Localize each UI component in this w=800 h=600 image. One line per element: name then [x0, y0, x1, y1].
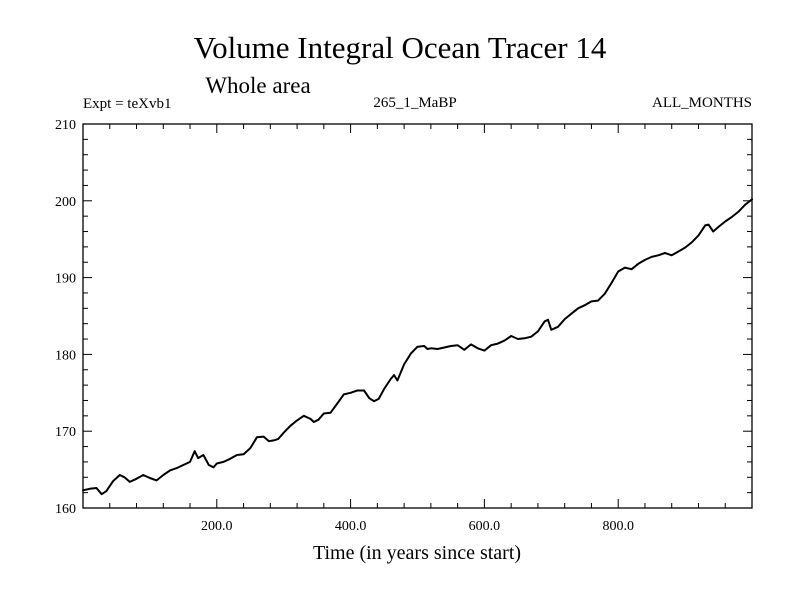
- y-tick-label: 180: [55, 348, 76, 363]
- x-tick-label: 200.0: [201, 519, 233, 534]
- x-tick-label: 800.0: [602, 519, 634, 534]
- y-tick-label: 160: [55, 502, 76, 517]
- y-tick-label: 200: [55, 195, 76, 210]
- y-tick-label: 170: [55, 425, 76, 440]
- x-tick-label: 600.0: [469, 519, 501, 534]
- y-tick-label: 190: [55, 272, 76, 287]
- axis-ticks: [83, 124, 752, 508]
- chart-title: Volume Integral Ocean Tracer 14: [194, 30, 607, 65]
- chart-subtitle: Whole area: [205, 73, 310, 98]
- months-label: ALL_MONTHS: [652, 95, 752, 111]
- series-line: [82, 198, 753, 496]
- x-axis-label: Time (in years since start): [313, 542, 521, 564]
- run-label: 265_1_MaBP: [373, 95, 456, 111]
- plot-frame: [82, 123, 753, 509]
- expt-label: Expt = teXvb1: [83, 96, 171, 112]
- tick-labels: 200.0 400.0 600.0 800.0 160 170 180 190 200 210: [55, 118, 634, 534]
- x-tick-label: 400.0: [335, 519, 367, 534]
- y-tick-label: 210: [55, 118, 76, 133]
